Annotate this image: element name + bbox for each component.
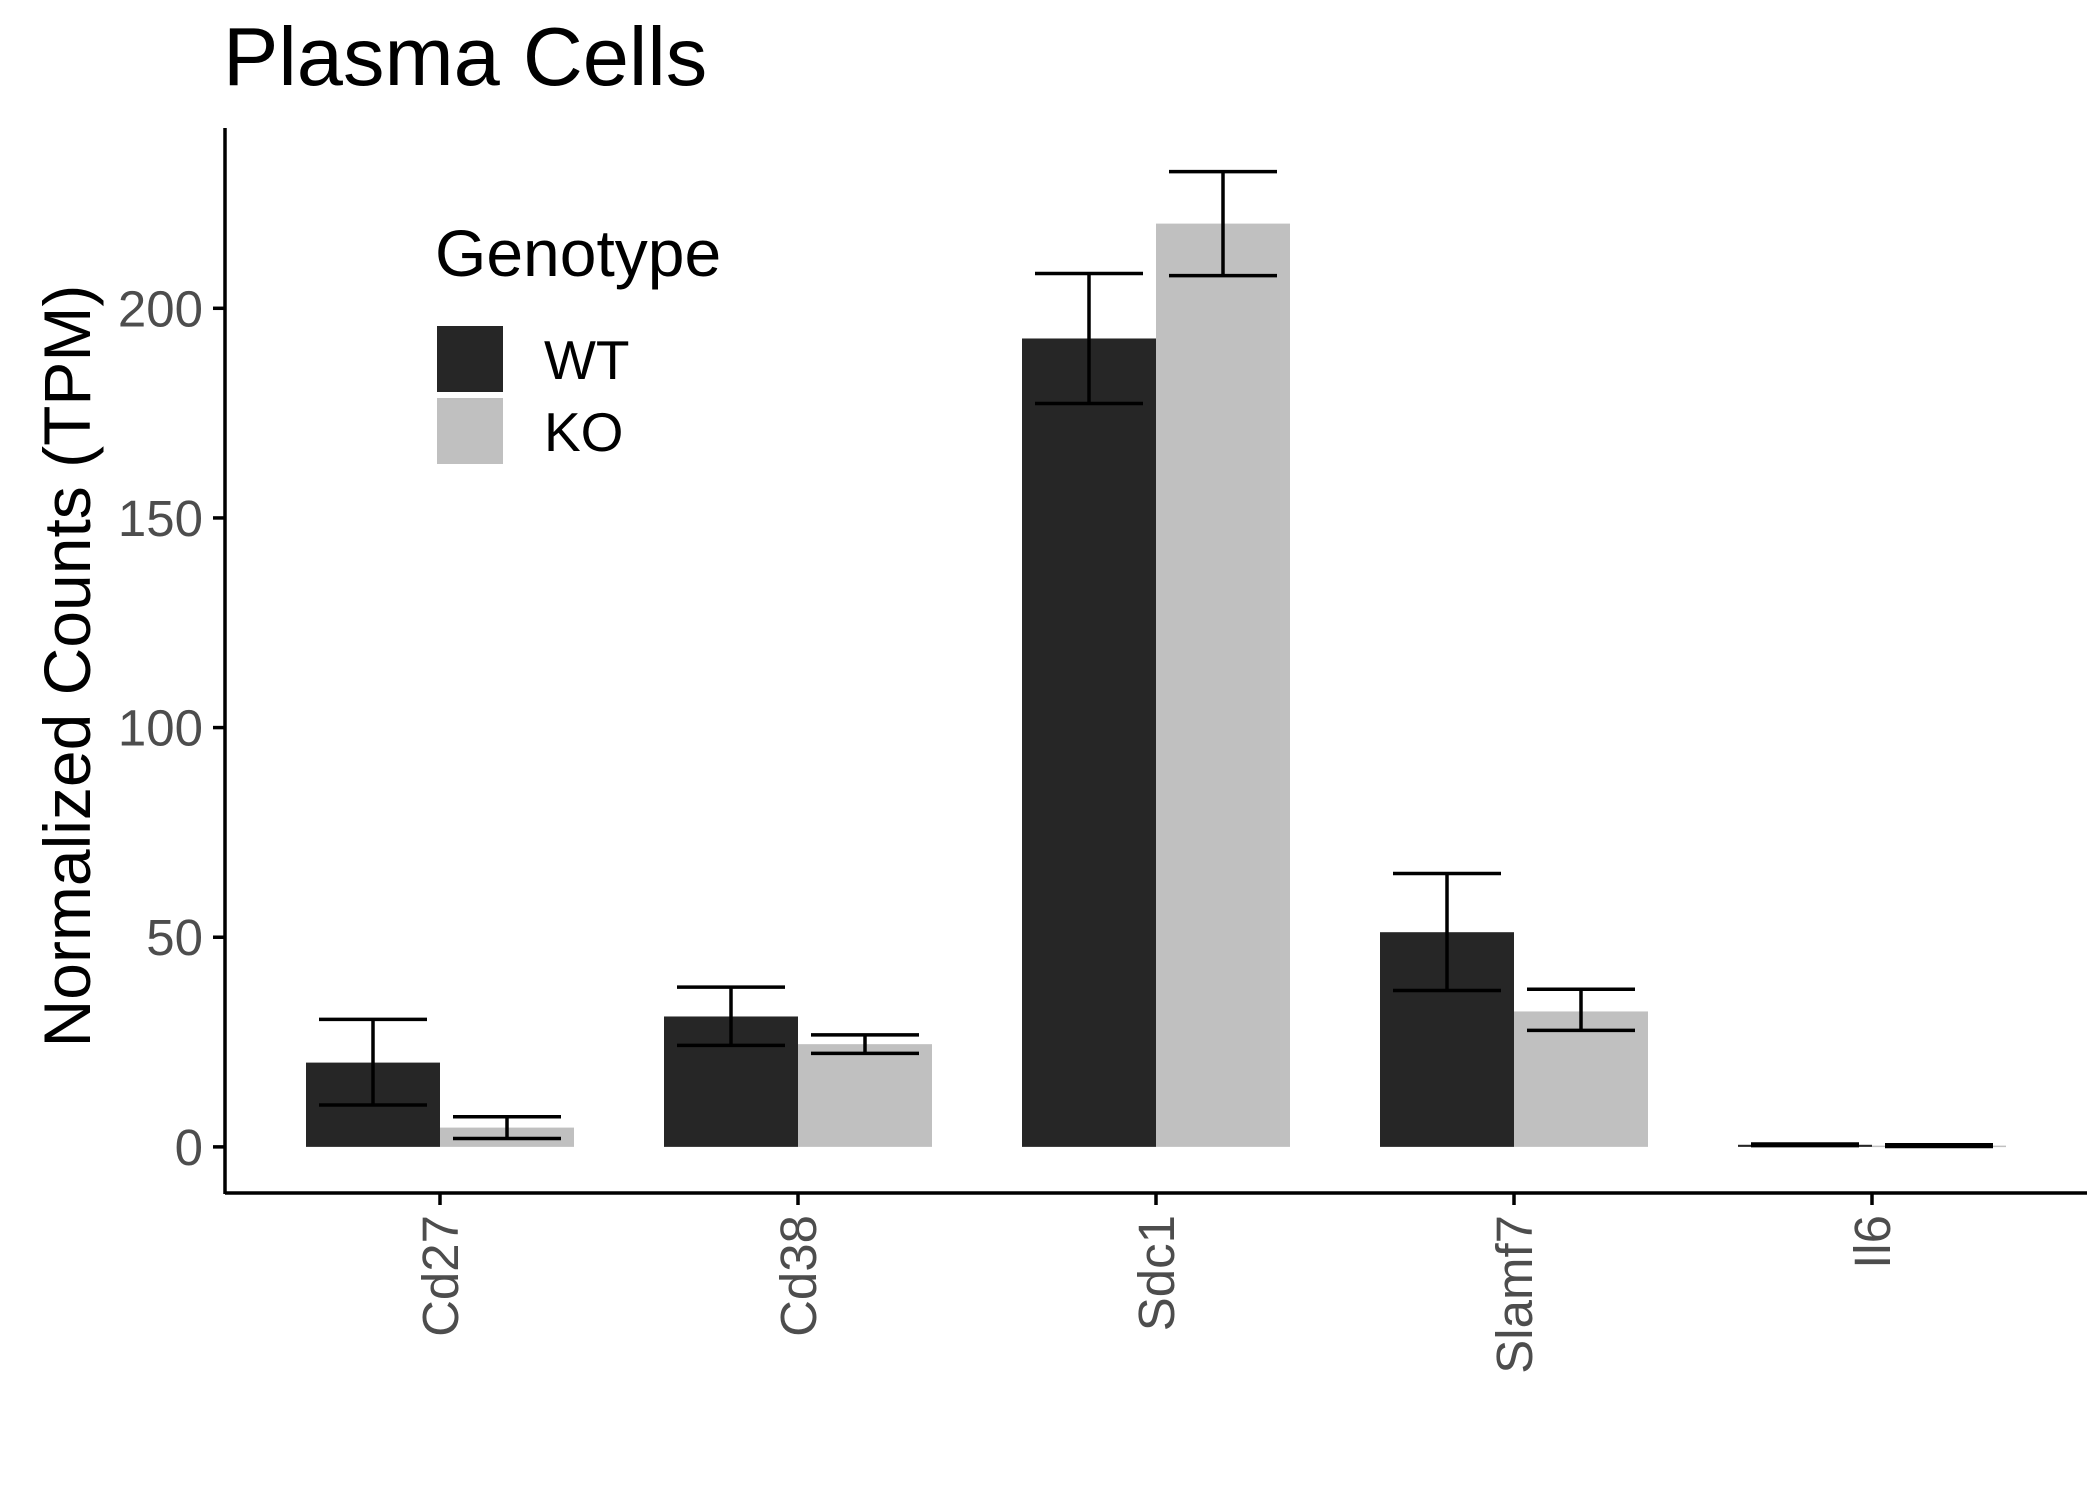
y-tick-label: 150 [118,490,203,547]
x-tick-label-cd38: Cd38 [770,1215,827,1337]
error-bar-ko-cd27 [453,1114,561,1141]
error-bar-ko-slamf7 [1527,987,1635,1033]
y-tick-label: 200 [118,280,203,337]
y-axis-label: Normalized Counts (TPM) [30,285,104,1048]
x-axis-ticks: Cd27 Cd38 Sdc1 Slamf7 Il6 [412,1193,1901,1374]
error-bar-wt-cd38 [677,985,785,1048]
y-tick-label: 0 [175,1119,203,1176]
x-tick-label-sdc1: Sdc1 [1128,1215,1185,1331]
bar-ko-cd38 [798,1044,932,1147]
plot-area [306,169,2006,1149]
legend-label-wt: WT [544,329,630,391]
error-bar-wt-slamf7 [1393,871,1501,993]
chart-title: Plasma Cells [223,10,707,103]
error-bar-ko-sdc1 [1169,169,1277,278]
error-bar-ko-cd38 [811,1033,919,1056]
y-axis-ticks: 0 50 100 150 200 [118,280,225,1176]
legend-key-ko [437,398,503,464]
legend: Genotype WT KO [435,216,721,464]
error-bar-wt-sdc1 [1035,271,1143,406]
legend-key-wt [437,326,503,392]
legend-label-ko: KO [544,401,623,463]
x-tick-label-slamf7: Slamf7 [1486,1215,1543,1374]
x-tick-label-cd27: Cd27 [412,1215,469,1337]
legend-title: Genotype [435,216,721,290]
x-tick-label-il6: Il6 [1844,1215,1901,1269]
error-bar-wt-il6 [1751,1142,1859,1148]
bar-wt-sdc1 [1022,338,1156,1147]
bar-ko-slamf7 [1514,1011,1648,1147]
bar-ko-sdc1 [1156,223,1290,1147]
error-bar-ko-il6 [1885,1143,1993,1149]
y-tick-label: 50 [146,909,203,966]
error-bar-wt-cd27 [319,1017,427,1107]
y-tick-label: 100 [118,700,203,757]
